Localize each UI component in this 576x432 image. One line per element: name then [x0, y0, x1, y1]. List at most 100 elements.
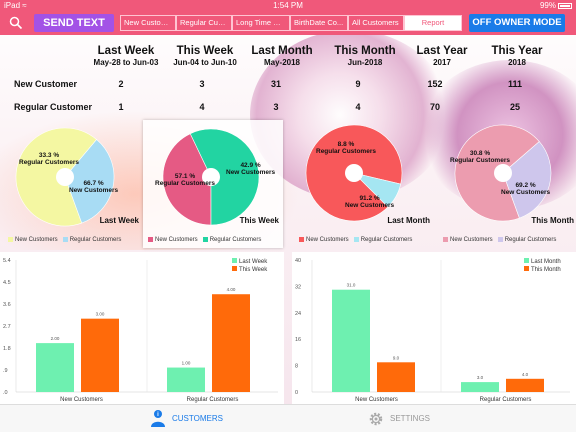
row-label-new: New Customer [14, 79, 78, 89]
search-icon[interactable] [9, 16, 23, 30]
legend-label: Regular Customers [504, 237, 557, 243]
pie-chart-last-month: 8.8 % Regular Customers 91.2 % New Custome… [294, 120, 434, 248]
cell-value: 70 [429, 102, 440, 112]
legend-swatch [232, 258, 237, 263]
pie-label: 30.8 % Regular Customers [450, 150, 510, 164]
pie-legend: New Customers Regular Customers [299, 237, 412, 243]
legend-swatch [353, 237, 359, 242]
bar-chart-monthly: 40 32 24 16 8 0 31.0 9.0 New Customers 3.0 4.0 Regu… [292, 252, 576, 404]
pie-label: 33.3 % Regular Customers [19, 152, 79, 166]
column-title: Last Year [416, 45, 468, 57]
column-title: Last Week [97, 45, 155, 57]
column-title: This Month [334, 45, 396, 57]
tab-birthdate[interactable]: BirthDate Co... [290, 15, 348, 31]
pie-slice [162, 133, 212, 226]
nav-customers-label: CUSTOMERS [172, 414, 223, 423]
pie-legend: New Customers Regular Customers [443, 237, 556, 243]
column-subtitle: May-28 to Jun-03 [93, 58, 159, 67]
cell-value: 25 [509, 102, 520, 112]
y-tick-label: 4.5 [3, 280, 11, 286]
legend-swatch [8, 237, 13, 242]
send-text-button[interactable]: SEND TEXT [34, 14, 114, 32]
pie-hole [202, 168, 220, 186]
bar [461, 382, 499, 392]
pie-svg [15, 127, 115, 227]
column-header: Last Month May-2018 [242, 45, 322, 68]
x-category-label: Regular Customers [187, 397, 239, 403]
pie-svg [162, 128, 260, 226]
bar-value-label: 1.00 [182, 361, 191, 366]
column-header: This Week Jun-04 to Jun-10 [165, 45, 245, 68]
nav-settings-label: SETTINGS [390, 414, 431, 423]
bar-value-label: 4.00 [227, 287, 236, 292]
legend-swatch [62, 237, 68, 242]
pie-title: This Month [531, 216, 574, 225]
column-subtitle: 2017 [433, 58, 451, 67]
y-tick-label: .9 [3, 368, 8, 374]
column-subtitle: 2018 [508, 58, 526, 67]
bar-value-label: 2.00 [51, 336, 60, 341]
bottom-nav: i CUSTOMERS SETTINGS [0, 404, 576, 432]
y-tick-label: 2.7 [3, 324, 11, 330]
toolbar: SEND TEXT New Customers Regular Custo...… [0, 11, 576, 35]
y-tick-label: 40 [295, 258, 301, 264]
y-tick-label: 5.4 [3, 258, 11, 264]
owner-mode-button[interactable]: OFF OWNER MODE [469, 14, 565, 32]
pie-slice [189, 128, 260, 226]
bar-svg: 40 32 24 16 8 0 31.0 9.0 New Customers 3.0 4.0 Regu… [295, 258, 570, 403]
cell-value: 111 [507, 79, 523, 89]
tab-new-customers[interactable]: New Customers [120, 15, 176, 31]
legend-label: New Customers [155, 237, 198, 243]
y-tick-label: 0 [295, 390, 298, 396]
battery-indicator: 99% [540, 0, 572, 11]
legend-swatch [497, 237, 503, 242]
bar [36, 343, 74, 392]
tab-regular-customers[interactable]: Regular Custo... [176, 15, 232, 31]
pie-legend: New Customers Regular Customers [148, 237, 261, 243]
pie-legend: New Customers Regular Customers [8, 237, 121, 243]
bar-value-label: 3.0 [477, 375, 484, 380]
column-header: Last Year 2017 [402, 45, 482, 68]
tab-long-time-no[interactable]: Long Time No... [232, 15, 290, 31]
pie-chart-this-week: 42.9 % New Customers 57.1 % Regular Custom… [143, 120, 283, 248]
legend-label: New Customers [450, 237, 493, 243]
tab-report[interactable]: Report [404, 15, 462, 31]
nav-customers[interactable]: i CUSTOMERS [150, 405, 223, 432]
pie-title: Last Week [99, 216, 139, 225]
y-tick-label: 24 [295, 311, 301, 317]
filter-tabs: New Customers Regular Custo... Long Time… [120, 15, 462, 31]
pie-label: 69.2 % New Customers [501, 182, 551, 196]
cell-value: 152 [427, 79, 443, 89]
cell-value: 2 [118, 79, 124, 89]
carrier-label: iPad ≈ [4, 1, 27, 10]
nav-settings[interactable]: SETTINGS [368, 405, 430, 432]
pie-chart-last-week: 33.3 % Regular Customers 66.7 % New Custom… [3, 120, 143, 248]
pie-hole [56, 168, 74, 186]
pie-slice [353, 172, 402, 208]
pie-hole [345, 164, 363, 182]
legend-swatch [524, 258, 529, 263]
tab-all-customers[interactable]: All Customers [348, 15, 404, 31]
legend-label: This Week [239, 267, 268, 273]
cell-value: 9 [355, 79, 361, 89]
column-header: This Month Jun-2018 [325, 45, 405, 68]
column-subtitle: Jun-2018 [347, 58, 383, 67]
bar-value-label: 3.00 [96, 312, 105, 317]
status-bar: iPad ≈ 1:54 PM 99% [0, 0, 576, 11]
y-tick-label: 32 [295, 284, 301, 290]
pie-slice [502, 141, 552, 219]
legend-label: Regular Customers [69, 237, 122, 243]
column-header: This Year 2018 [477, 45, 557, 68]
legend-swatch [443, 237, 448, 242]
legend-label: Regular Customers [209, 237, 262, 243]
clock: 1:54 PM [273, 1, 303, 10]
column-header: Last Week May-28 to Jun-03 [86, 45, 166, 68]
y-tick-label: 1.8 [3, 346, 11, 352]
pie-label: 42.9 % New Customers [226, 162, 276, 176]
pie-title: Last Month [387, 216, 430, 225]
bar-value-label: 4.0 [522, 372, 529, 377]
legend-label: New Customers [306, 237, 349, 243]
column-title: Last Month [251, 45, 313, 57]
bar [332, 289, 370, 392]
column-subtitle: Jun-04 to Jun-10 [173, 58, 237, 67]
